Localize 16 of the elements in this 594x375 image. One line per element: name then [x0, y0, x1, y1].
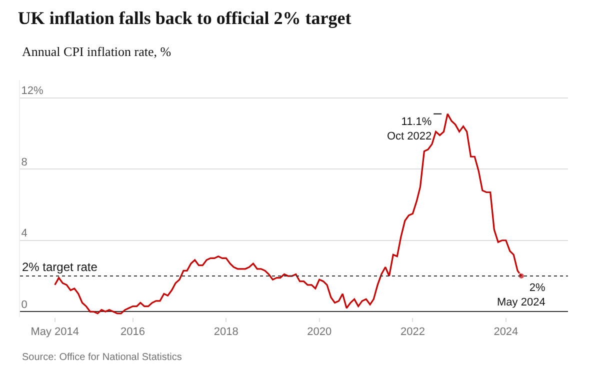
ref-line-label: 2% target rate: [22, 260, 98, 274]
y-tick-label: 4: [21, 228, 28, 240]
x-tick-label: 2020: [307, 326, 332, 338]
annotation: 11.1% Oct 2022: [387, 116, 432, 142]
y-tick-label: 0: [21, 298, 28, 311]
chart-title: UK inflation falls back to official 2% target: [18, 8, 352, 28]
y-tick-label: 8: [21, 156, 28, 168]
x-tick-label: 2018: [214, 326, 238, 338]
annotation: 2% May 2024: [497, 282, 546, 308]
x-tick-label: May 2014: [30, 326, 80, 338]
x-tick-label: 2024: [494, 326, 518, 338]
x-tick-label: 2022: [400, 326, 425, 338]
source-note: Source: Office for National Statistics: [22, 352, 182, 363]
y-tick-label: 12%: [21, 84, 44, 97]
x-tick-label: 2016: [120, 326, 146, 338]
chart-subtitle: Annual CPI inflation rate, %: [22, 44, 172, 59]
